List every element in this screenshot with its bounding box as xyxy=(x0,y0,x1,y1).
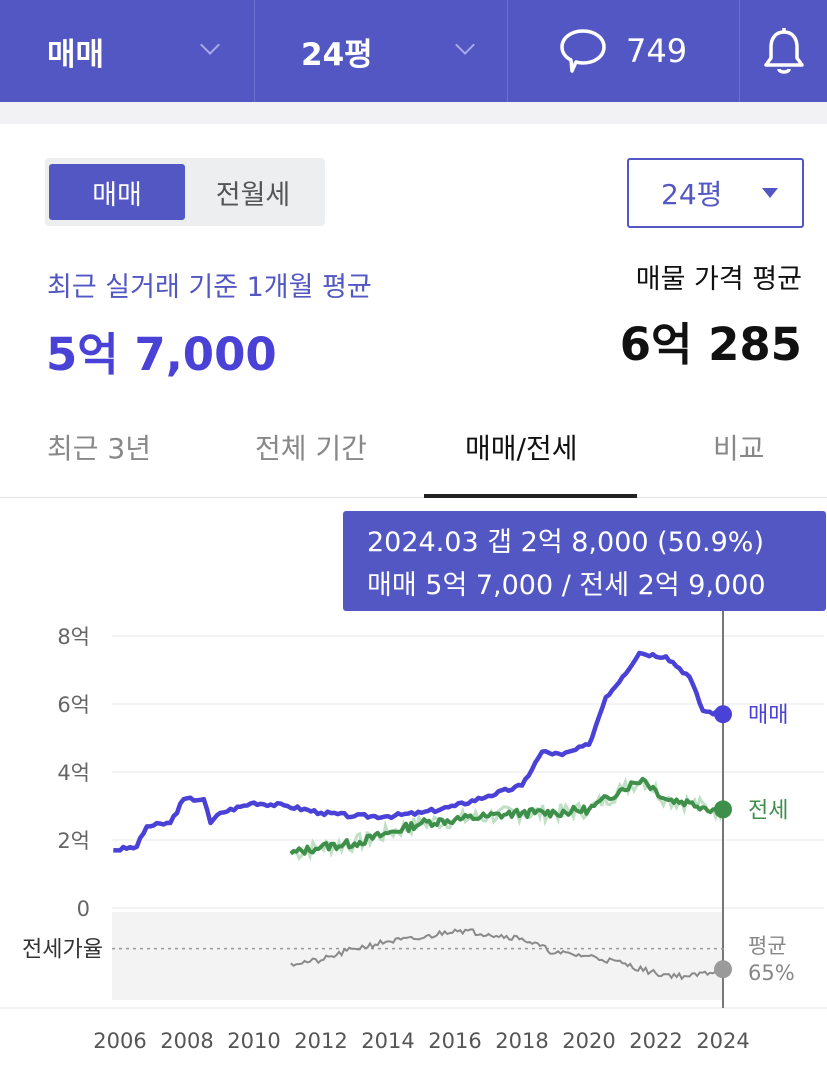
segment-sale[interactable]: 매매 xyxy=(49,164,185,220)
jeonse-series-line xyxy=(289,776,725,856)
size-dropdown[interactable]: 24평 xyxy=(255,0,508,102)
x-tick-label: 2006 xyxy=(93,1029,146,1053)
sale-endpoint-marker xyxy=(714,705,732,724)
ratio-series-line xyxy=(290,928,724,981)
jeonse-series-label: 전세 xyxy=(748,798,788,823)
deal-type-dropdown[interactable]: 매매 xyxy=(0,0,255,102)
active-tab-indicator xyxy=(424,494,637,498)
tab-recent-3y[interactable]: 최근 3년 xyxy=(47,432,151,465)
speech-bubble-icon xyxy=(560,29,606,73)
deal-type-label: 매매 xyxy=(47,36,105,73)
x-tick-label: 2020 xyxy=(562,1029,615,1053)
recent-trade-label: 최근 실거래 기준 1개월 평균 xyxy=(47,272,372,303)
y-tick-label: 4억 xyxy=(57,761,90,785)
x-tick-label: 2016 xyxy=(428,1029,481,1053)
x-tick-label: 2014 xyxy=(361,1029,414,1053)
comments-button[interactable]: 749 xyxy=(508,0,740,102)
sale-series-label: 매매 xyxy=(748,703,788,728)
y-tick-label: 6억 xyxy=(57,693,90,717)
ratio-band xyxy=(112,912,724,1000)
listing-avg-label: 매물 가격 평균 xyxy=(635,264,802,295)
caret-down-icon xyxy=(762,188,778,198)
period-tabs: 최근 3년 전체 기간 매매/전세 비교 xyxy=(0,405,827,498)
tab-sale-jeonse[interactable]: 매매/전세 xyxy=(465,432,578,465)
size-select-value: 24평 xyxy=(661,178,723,211)
chart-tooltip: 2024.03 갭 2억 8,000 (50.9%) 매매 5억 7,000 /… xyxy=(343,511,826,611)
jeonse-endpoint-marker xyxy=(714,800,732,819)
deal-type-segmented-control: 매매 전월세 xyxy=(45,158,325,226)
price-chart[interactable]: 8억 6억 4억 2억 0 2006 2008 2010 2012 2014 2016 2018 202… xyxy=(0,600,827,1070)
section-divider xyxy=(0,102,827,124)
sale-series-line xyxy=(113,650,724,853)
recent-trade-value: 5억 7,000 xyxy=(46,328,277,381)
chevron-down-icon xyxy=(200,35,220,55)
x-tick-label: 2008 xyxy=(160,1029,213,1053)
size-label: 24평 xyxy=(301,36,373,73)
x-tick-label: 2018 xyxy=(495,1029,548,1053)
top-nav-bar: 매매 24평 749 xyxy=(0,0,827,102)
size-select[interactable]: 24평 xyxy=(627,158,804,228)
ratio-endpoint-marker xyxy=(714,960,732,979)
chevron-down-icon xyxy=(455,35,475,55)
y-tick-label: 2억 xyxy=(57,829,90,853)
ratio-average-label: 평균 xyxy=(748,934,787,958)
ratio-axis-label: 전세가율 xyxy=(22,938,103,963)
y-tick-label: 8억 xyxy=(57,625,90,649)
tab-compare[interactable]: 비교 xyxy=(713,432,765,465)
x-tick-label: 2022 xyxy=(629,1029,682,1053)
y-tick-label: 0 xyxy=(77,897,90,921)
tab-all-period[interactable]: 전체 기간 xyxy=(255,432,367,465)
bell-icon xyxy=(763,28,804,74)
ratio-average-value: 65% xyxy=(748,961,795,985)
listing-avg-value: 6억 285 xyxy=(619,318,802,371)
x-tick-label: 2010 xyxy=(227,1029,280,1053)
tooltip-price-line: 매매 5억 7,000 / 전세 2억 9,000 xyxy=(367,570,766,601)
notification-button[interactable] xyxy=(740,0,827,102)
comment-count: 749 xyxy=(626,32,688,70)
tooltip-gap-line: 2024.03 갭 2억 8,000 (50.9%) xyxy=(367,527,764,558)
segment-rent[interactable]: 전월세 xyxy=(215,179,291,211)
x-tick-label: 2024 xyxy=(696,1029,749,1053)
x-tick-label: 2012 xyxy=(294,1029,347,1053)
